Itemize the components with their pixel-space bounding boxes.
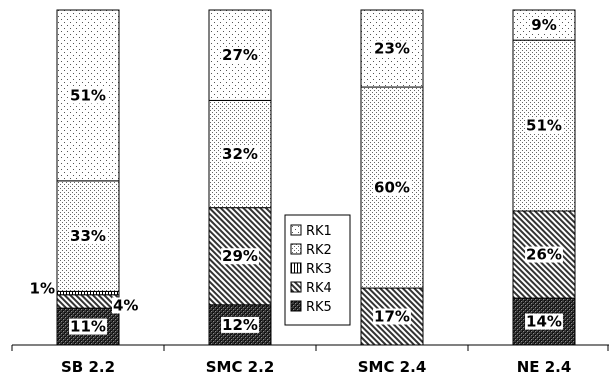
segment-label-rk5-3: 14% xyxy=(526,313,562,331)
legend-swatch-rk1 xyxy=(290,224,302,236)
bar-segment-rk1-3 xyxy=(512,9,576,41)
legend-swatch-rk3 xyxy=(290,262,302,274)
segment-label-bg-rk1-3 xyxy=(530,17,558,34)
x-axis: SB 2.2 SMC 2.2 SMC 2.4 NE 2.4 xyxy=(11,344,609,376)
segment-label-bg-rk1-0 xyxy=(69,87,107,104)
segment-label-bg-rk4-3 xyxy=(525,246,563,263)
segment-label-rk5-1: 12% xyxy=(222,316,258,334)
segment-label-bg-rk4-1 xyxy=(221,248,259,265)
bar-segment-rk3-0 xyxy=(56,290,120,296)
segment-label-bg-rk1-1 xyxy=(221,47,259,64)
segment-label-rk3-0: 1% xyxy=(30,279,55,297)
segment-label-bg-rk2-2 xyxy=(373,179,411,196)
segment-label-bg-rk5-0 xyxy=(69,318,107,335)
segment-label-rk4-2: 17% xyxy=(374,308,410,326)
legend-label-rk3: RK3 xyxy=(306,262,332,277)
segment-label-bg-rk2-0 xyxy=(69,228,107,245)
legend-swatch-rk5 xyxy=(290,300,302,312)
legend-label-rk1: RK1 xyxy=(306,224,332,239)
segment-label-bg-rk4-2 xyxy=(373,308,411,325)
category-label-1: SMC 2.2 xyxy=(206,358,275,376)
segment-label-bg-rk5-1 xyxy=(221,316,259,333)
segment-label-bg-rk4-0 xyxy=(112,297,140,314)
segment-label-bg-rk2-3 xyxy=(525,117,563,134)
segment-label-rk1-3: 9% xyxy=(531,16,556,34)
legend-swatch-rk4 xyxy=(290,281,302,293)
segment-label-rk4-3: 26% xyxy=(526,246,562,264)
bar-segment-rk4-0 xyxy=(56,294,120,309)
category-label-2: SMC 2.4 xyxy=(358,358,427,376)
segment-label-bg-rk2-1 xyxy=(221,146,259,163)
segment-label-rk1-2: 23% xyxy=(374,40,410,58)
segment-label-rk2-0: 33% xyxy=(70,227,106,245)
category-label-3: NE 2.4 xyxy=(517,358,572,376)
segment-label-bg-rk1-2 xyxy=(373,40,411,57)
legend-label-rk2: RK2 xyxy=(306,243,332,258)
segment-label-rk4-1: 29% xyxy=(222,247,258,265)
segment-label-bg-rk5-3 xyxy=(525,313,563,330)
segment-label-rk2-2: 60% xyxy=(374,179,410,197)
legend: RK1 RK2 RK3 RK4 RK5 xyxy=(284,214,351,326)
segment-label-rk1-1: 27% xyxy=(222,46,258,64)
legend-label-rk5: RK5 xyxy=(306,300,332,315)
legend-label-rk4: RK4 xyxy=(306,281,332,296)
legend-swatch-rk2 xyxy=(290,243,302,255)
segment-label-rk2-3: 51% xyxy=(526,117,562,135)
segment-label-rk4-0: 4% xyxy=(113,296,138,314)
segment-label-rk5-0: 11% xyxy=(70,318,106,336)
category-label-0: SB 2.2 xyxy=(61,358,115,376)
bar-segment-rk2-0 xyxy=(56,180,120,292)
bar-segment-rk2-1 xyxy=(208,99,272,209)
segment-label-rk2-1: 32% xyxy=(222,145,258,163)
segment-labels-group: 11% 4% 1% 33% 51% 12% 29% 32% 27% 17% 60% 23% 14% 26%… xyxy=(30,16,563,336)
segment-label-rk1-0: 51% xyxy=(70,86,106,104)
